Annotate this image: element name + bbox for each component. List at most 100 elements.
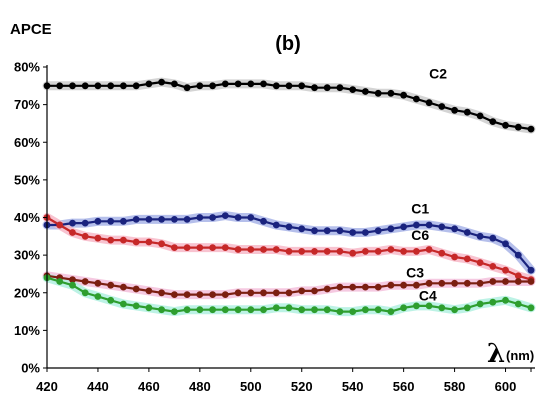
series-c1-point (107, 217, 115, 225)
series-c2-point (260, 80, 267, 88)
x-tick-label: 440 (87, 379, 109, 394)
series-c4-point (349, 308, 357, 315)
series-c4-point (374, 306, 382, 314)
series-c1-point (285, 223, 293, 231)
series-c2-point (502, 121, 509, 129)
series-c2-point (425, 99, 433, 107)
series-c1-point (158, 216, 166, 223)
series-c1-point (374, 227, 382, 235)
series-c1-point (527, 266, 535, 274)
series-c6-point (247, 246, 255, 253)
series-c6-point (323, 248, 331, 255)
series-c6-point (349, 249, 357, 257)
series-c1-point (221, 212, 229, 220)
series-c6-point (145, 238, 153, 246)
series-c4-point (336, 308, 344, 315)
y-tick-label: 70% (14, 97, 40, 112)
series-c2-point (400, 91, 407, 99)
series-c4-point (527, 304, 535, 312)
series-c4-point (94, 293, 102, 300)
series-c1-point (476, 232, 484, 240)
series-c6-point (451, 253, 458, 261)
x-tick-label: 460 (138, 379, 160, 394)
series-c3-point (362, 283, 369, 291)
series-c2-point (451, 106, 458, 114)
series-c2-point (349, 86, 357, 93)
series-c1-point (387, 225, 395, 233)
series-c3-point (336, 283, 344, 291)
series-c3-point (425, 279, 433, 287)
series-c6-point (285, 248, 293, 255)
series-label-c4: C4 (419, 287, 437, 303)
series-c3-point (514, 278, 522, 285)
series-c3-point (209, 291, 217, 298)
series-c6-point (476, 259, 484, 266)
series-c2-point (107, 82, 115, 90)
series-c1-point (272, 221, 280, 229)
series-c3-point (94, 279, 102, 287)
series-c3-point (349, 283, 357, 291)
series-label-c2: C2 (429, 65, 447, 81)
series-c4-point (81, 289, 89, 297)
series-c4-point (234, 306, 242, 314)
series-c1-point (298, 225, 306, 233)
series-label-c3: C3 (406, 265, 424, 281)
series-c2-point (514, 123, 522, 131)
series-c4-point (463, 304, 471, 312)
series-c4-point (451, 306, 458, 314)
x-tick-label: 600 (495, 379, 517, 394)
series-c6-point (463, 255, 471, 263)
series-c6-point (400, 248, 407, 255)
series-c6-point (221, 244, 229, 252)
y-tick-label: 0% (21, 361, 40, 376)
series-c1-point (234, 214, 242, 221)
series-c2-point (56, 82, 64, 90)
series-c6-point (234, 246, 242, 253)
series-c3-point (489, 278, 497, 285)
series-c4-point (260, 306, 267, 314)
series-c1-point (81, 219, 89, 227)
series-c2-point (183, 84, 191, 92)
series-c3-point (502, 278, 509, 285)
axes-layer: 0% 10% 20% 30% 40% 50% 60% 70% 80% 420 440 460 480 50… (14, 60, 535, 394)
series-c1-point (183, 216, 191, 223)
series-c3-point (285, 289, 293, 297)
series-glow-layer (42, 77, 536, 317)
series-c3-point (527, 278, 535, 285)
series-c1-point (209, 214, 217, 221)
series-c4-point (196, 306, 204, 314)
series-c2-point (374, 89, 382, 97)
y-tick-label: 60% (14, 135, 40, 150)
series-c4-point (400, 304, 407, 312)
series-c4-point (298, 306, 306, 314)
y-tick-label: 30% (14, 248, 40, 263)
series-c6-point (272, 246, 280, 253)
series-c4-point (247, 306, 255, 314)
series-c1-point (247, 214, 255, 221)
series-c1-point (260, 217, 267, 225)
series-c6-point (183, 244, 191, 252)
series-c4-point (209, 306, 217, 314)
series-c3-point (158, 289, 166, 297)
series-c2-point (69, 82, 76, 90)
series-c3-point (298, 287, 306, 295)
series-c3-point (476, 279, 484, 287)
series-c4-point (285, 304, 293, 312)
series-c3-point (451, 279, 458, 287)
series-c6-point (374, 248, 382, 255)
series-c4-point (56, 278, 64, 285)
series-label-c1: C1 (411, 201, 429, 217)
series-c4-point (272, 304, 280, 312)
series-c3-point (438, 279, 446, 287)
series-c4-point (171, 308, 178, 315)
series-c2-point (387, 89, 395, 97)
series-c3-point (69, 276, 76, 283)
series-c2-point (158, 78, 166, 86)
y-tick-label: 80% (14, 60, 40, 75)
series-c3-point (171, 291, 178, 298)
series-c4-point (387, 308, 395, 315)
series-c2-point (463, 108, 471, 116)
series-c2-point (323, 84, 331, 92)
series-c4-point (476, 300, 484, 308)
